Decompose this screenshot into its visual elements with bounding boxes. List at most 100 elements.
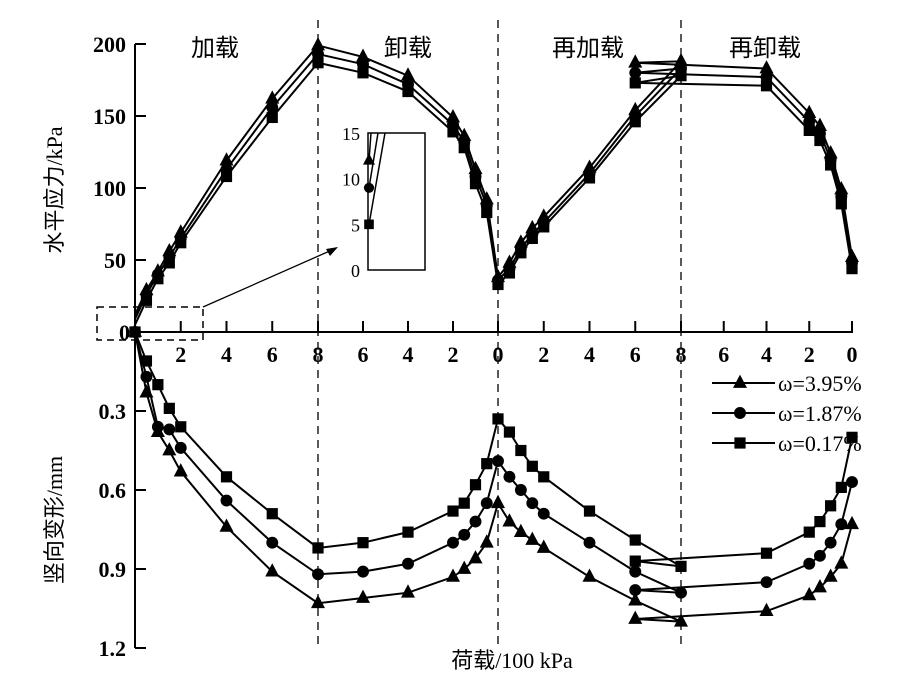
triangle-marker [802, 104, 817, 119]
x-tick-label: 4 [584, 342, 595, 367]
y-top-tick-label: 0 [119, 320, 130, 345]
circle-marker [312, 568, 324, 581]
circle-marker [220, 494, 233, 507]
legend-label: ω=0.17% [778, 431, 862, 456]
circle-marker [514, 484, 527, 496]
triangle-marker [513, 523, 528, 538]
square-marker [152, 379, 164, 391]
triangle-marker [311, 37, 325, 51]
square-marker [140, 355, 153, 367]
square-marker [312, 542, 324, 554]
inset-tick-label: 5 [351, 215, 360, 235]
triangle-marker [139, 281, 154, 296]
triangle-marker [139, 384, 154, 398]
square-marker [357, 537, 369, 549]
triangle-marker [502, 254, 517, 268]
y-bottom-tick-label: 0.9 [99, 557, 127, 582]
legend: ω=3.95% ω=1.87% ω=0.17% [712, 371, 862, 456]
circle-marker [447, 536, 459, 549]
x-tick-label: 6 [718, 342, 729, 367]
circle-marker [760, 576, 773, 589]
y-bottom-tick-label: 0.3 [99, 399, 127, 424]
square-marker [814, 516, 826, 528]
triangle-marker [150, 263, 165, 277]
square-marker [402, 526, 414, 538]
zoom-region-box [96, 306, 204, 341]
square-marker [526, 460, 538, 472]
y-axis-label-bottom: 竖向变形/mm [42, 456, 67, 584]
square-marker [402, 85, 414, 98]
triangle-marker [491, 268, 505, 283]
triangle-marker [628, 54, 643, 68]
deformation-line [134, 331, 853, 568]
square-marker [538, 471, 550, 483]
circle-marker [803, 557, 816, 570]
square-marker [266, 111, 278, 124]
x-tick-label: 0 [493, 342, 504, 367]
triangle-marker [582, 568, 597, 582]
square-marker [469, 479, 482, 491]
triangle-marker [457, 560, 472, 574]
triangle-marker [401, 584, 415, 598]
inset-tick-label: 0 [351, 261, 360, 281]
square-marker [734, 437, 746, 449]
x-tick-label: 4 [761, 342, 772, 367]
phase-label: 再加载 [552, 35, 624, 62]
inset-line [368, 132, 386, 225]
phase-dividers [317, 20, 682, 650]
circle-marker [492, 455, 504, 467]
triangle-marker [812, 579, 827, 593]
x-tick-label: 2 [538, 342, 549, 367]
circle-marker [675, 586, 687, 599]
circle-marker [402, 78, 414, 91]
phase-label: 加载 [191, 35, 239, 62]
triangle-marker [628, 592, 643, 606]
x-tick-label: 6 [267, 342, 278, 367]
phase-label: 再卸载 [729, 35, 801, 62]
x-axis-label: 荷载/100 kPa [451, 648, 573, 673]
triangle-marker [446, 109, 460, 123]
inset-tick-label: 10 [342, 170, 360, 190]
triangle-marker [628, 101, 643, 116]
triangle-marker [265, 90, 280, 104]
x-tick-label: 4 [221, 342, 232, 367]
circle-marker [813, 549, 826, 562]
triangle-marker [513, 234, 528, 248]
inset: 0 5 10 15 [96, 124, 426, 341]
square-marker [220, 471, 233, 483]
square-marker [629, 77, 641, 89]
triangle-marker [479, 534, 494, 548]
square-marker [760, 547, 773, 559]
x-tick-label: 4 [403, 342, 414, 367]
square-marker [503, 426, 516, 438]
square-marker [803, 124, 815, 136]
square-marker [447, 505, 459, 517]
phase-labels: 加载 卸载 再加载 再卸载 [191, 35, 801, 62]
triangle-marker [823, 568, 838, 582]
triangle-marker [173, 463, 188, 477]
circle-marker [469, 515, 482, 528]
circle-marker [835, 518, 848, 531]
phase-label: 卸载 [384, 35, 432, 62]
x-tick-label: 6 [358, 342, 369, 367]
triangle-marker [628, 610, 643, 624]
triangle-marker [479, 191, 494, 205]
triangle-marker [674, 52, 688, 67]
x-tick-label: 2 [448, 342, 459, 367]
triangle-marker [845, 515, 859, 530]
square-marker [492, 413, 504, 425]
square-marker [163, 402, 175, 414]
triangle-marker [491, 494, 505, 509]
triangle-marker [536, 208, 551, 222]
triangle-marker [502, 513, 517, 527]
square-marker [515, 444, 527, 457]
square-marker [629, 534, 641, 546]
square-marker [814, 134, 826, 147]
square-marker [675, 70, 687, 82]
square-marker [835, 198, 847, 210]
square-marker [447, 126, 459, 138]
inset-tick-label: 15 [342, 124, 360, 144]
